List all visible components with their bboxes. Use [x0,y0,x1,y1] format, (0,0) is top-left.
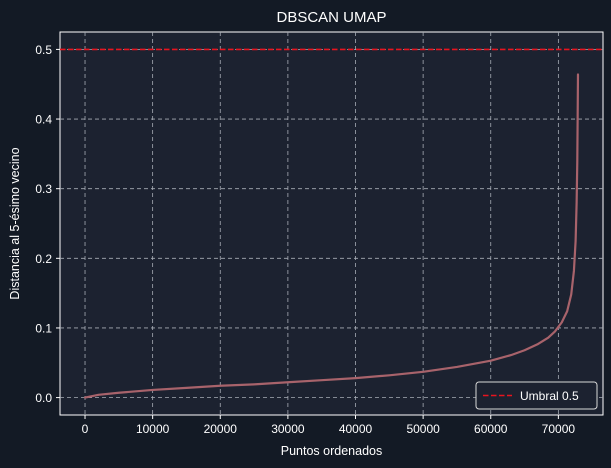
x-axis-label: Puntos ordenados [281,444,382,458]
series-line-k-distance [83,73,580,399]
x-tick-label: 60000 [474,422,508,436]
series-group [60,48,603,399]
y-tick-label: 0.3 [35,182,52,196]
x-tick-label: 30000 [271,422,305,436]
chart-title: DBSCAN UMAP [276,9,386,26]
legend-box [475,381,598,410]
x-tick-label: 40000 [339,422,373,436]
grid-lines [60,32,603,415]
x-tick-label: 10000 [136,422,170,436]
y-tick-label: 0.5 [35,43,52,57]
x-tick-label: 50000 [406,422,440,436]
y-tick-label: 0.0 [35,391,52,405]
y-axis-label: Distancia al 5-ésimo vecino [8,147,22,299]
y-tick-label: 0.2 [35,252,52,266]
plot-area [59,31,604,416]
legend: Umbral 0.5 [475,381,598,410]
legend-label-threshold: Umbral 0.5 [520,389,579,403]
y-tick-label: 0.4 [35,113,52,127]
axis-ticks: 0 10000 20000 30000 40000 50000 60000 70000 0.0 0… [35,43,575,436]
x-tick-label: 20000 [204,422,238,436]
y-tick-label: 0.1 [35,321,52,335]
x-tick-label: 0 [82,422,89,436]
x-tick-label: 70000 [542,422,576,436]
